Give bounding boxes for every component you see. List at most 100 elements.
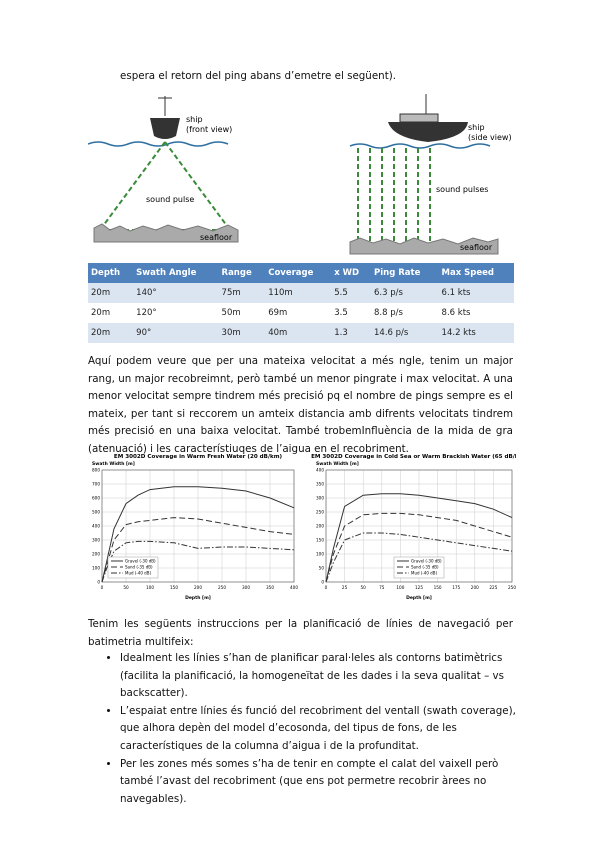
- intro-text: espera el retorn del ping abans d’emetre…: [120, 70, 397, 82]
- x-tick-label: 250: [218, 585, 226, 590]
- table-header-cell: Max Speed: [438, 263, 514, 283]
- seafloor: [349, 237, 499, 255]
- y-tick-label: 100: [316, 552, 324, 557]
- legend-label: Gravel (-30 dB): [411, 559, 442, 564]
- series-line: [101, 540, 295, 583]
- bullet-list: Idealment les línies s’han de planificar…: [100, 650, 533, 808]
- table-cell: 14.2 kts: [438, 323, 514, 343]
- series-line: [325, 532, 513, 583]
- table-cell: 20m: [88, 323, 134, 343]
- x-tick-label: 350: [266, 585, 274, 590]
- label: seafloor: [200, 233, 233, 242]
- y-tick-label: 400: [316, 468, 324, 473]
- table-cell: 50m: [218, 303, 266, 323]
- table-header-cell: Swath Angle: [133, 263, 219, 283]
- x-tick-label: 75: [379, 585, 385, 590]
- y-tick-label: 200: [92, 552, 100, 557]
- table-header: Depth Swath Angle Range Coverage x WD Ping Ra…: [88, 263, 514, 283]
- y-tick-label: 250: [316, 510, 324, 515]
- table-header-cell: Range: [218, 263, 266, 283]
- legend-label: Mud (-40 dB): [411, 571, 437, 576]
- table-cell: 3.5: [331, 303, 372, 323]
- label: sound pulses: [436, 185, 488, 194]
- x-tick-label: 50: [361, 585, 367, 590]
- y-tick-label: 700: [92, 482, 100, 487]
- label: ship: [468, 123, 485, 132]
- diagrams: ship (front view) sound pulse seafloor s…: [88, 94, 512, 255]
- label: seafloor: [460, 243, 493, 252]
- y-tick-label: 350: [316, 482, 324, 487]
- series-line: [101, 517, 295, 583]
- y-tick-label: 600: [92, 496, 100, 501]
- plot-frame: [325, 469, 513, 583]
- y-tick-label: 400: [92, 524, 100, 529]
- table-cell: 6.3 p/s: [371, 283, 439, 303]
- paragraph: Tenim les següents instruccions per la p…: [88, 618, 513, 648]
- table-cell: 90°: [133, 323, 219, 343]
- table-header-cell: Depth: [88, 263, 134, 283]
- table-cell: 1.3: [331, 323, 372, 343]
- label: ship: [186, 115, 203, 124]
- table-row: 20m 120° 50m 69m 3.5 8.8 p/s 8.6 kts: [88, 303, 514, 323]
- y-tick-label: 100: [92, 566, 100, 571]
- table-header-cell: x WD: [331, 263, 372, 283]
- x-tick-label: 0: [101, 585, 104, 590]
- sound-pulse-cone: [99, 141, 231, 231]
- x-axis-label: Depth [m]: [185, 595, 211, 601]
- x-tick-label: 150: [170, 585, 178, 590]
- y-axis-label: Swath Width [m]: [316, 461, 359, 467]
- label: (front view): [186, 125, 232, 134]
- table-cell: 8.8 p/s: [371, 303, 439, 323]
- table-row: 20m 90° 30m 40m 1.3 14.6 p/s 14.2 kts: [88, 323, 514, 343]
- chart-title: EM 3002D Coverage in Cold Sea or Warm Br…: [311, 454, 516, 460]
- x-tick-label: 50: [123, 585, 129, 590]
- waterline: [349, 143, 491, 149]
- label: sound pulse: [146, 195, 194, 204]
- plot-frame: [101, 469, 295, 583]
- y-tick-label: 800: [92, 468, 100, 473]
- x-tick-label: 150: [434, 585, 442, 590]
- bullet-item: Per les zones més somes s’ha de tenir en…: [120, 756, 533, 809]
- table-cell: 8.6 kts: [438, 303, 514, 323]
- y-tick-label: 300: [316, 496, 324, 501]
- coverage-table: Depth Swath Angle Range Coverage x WD Ping Ra…: [88, 263, 514, 343]
- table-cell: 75m: [218, 283, 266, 303]
- table-cell: 5.5: [331, 283, 372, 303]
- sound-pulses: [357, 148, 431, 242]
- table-cell: 40m: [265, 323, 332, 343]
- y-tick-label: 200: [316, 524, 324, 529]
- x-tick-label: 100: [146, 585, 154, 590]
- table-cell: 20m: [88, 303, 134, 323]
- table-cell: 6.1 kts: [438, 283, 514, 303]
- ship-hull: [150, 118, 180, 139]
- table-cell: 140°: [133, 283, 219, 303]
- y-axis-label: Swath Width [m]: [92, 461, 135, 467]
- x-tick-label: 0: [325, 585, 328, 590]
- y-tick-label: 0: [321, 580, 324, 585]
- x-tick-label: 200: [194, 585, 202, 590]
- ship-hull: [388, 122, 468, 142]
- table-cell: 20m: [88, 283, 134, 303]
- x-tick-label: 100: [396, 585, 404, 590]
- series-line: [101, 486, 295, 583]
- x-tick-label: 225: [489, 585, 497, 590]
- table-cell: 69m: [265, 303, 332, 323]
- y-tick-label: 500: [92, 510, 100, 515]
- x-tick-label: 400: [290, 585, 298, 590]
- x-tick-label: 125: [415, 585, 423, 590]
- table-header-cell: Ping Rate: [371, 263, 439, 283]
- table-row: 20m 140° 75m 110m 5.5 6.3 p/s 6.1 kts: [88, 283, 514, 303]
- label: (side view): [468, 133, 512, 142]
- y-tick-label: 300: [92, 538, 100, 543]
- chart-title: EM 3002D Coverage in Warm Fresh Water (2…: [114, 454, 283, 460]
- paragraph: Aquí podem veure que per una mateixa vel…: [88, 355, 513, 455]
- bullet-item: L’espaiat entre línies és funció del rec…: [120, 703, 533, 756]
- seafloor: [93, 223, 239, 243]
- y-tick-label: 150: [316, 538, 324, 543]
- table-cell: 14.6 p/s: [371, 323, 439, 343]
- legend-label: Gravel (-30 dB): [125, 559, 156, 564]
- legend-label: Mud (-40 dB): [125, 571, 151, 576]
- table-cell: 110m: [265, 283, 332, 303]
- x-tick-label: 175: [452, 585, 460, 590]
